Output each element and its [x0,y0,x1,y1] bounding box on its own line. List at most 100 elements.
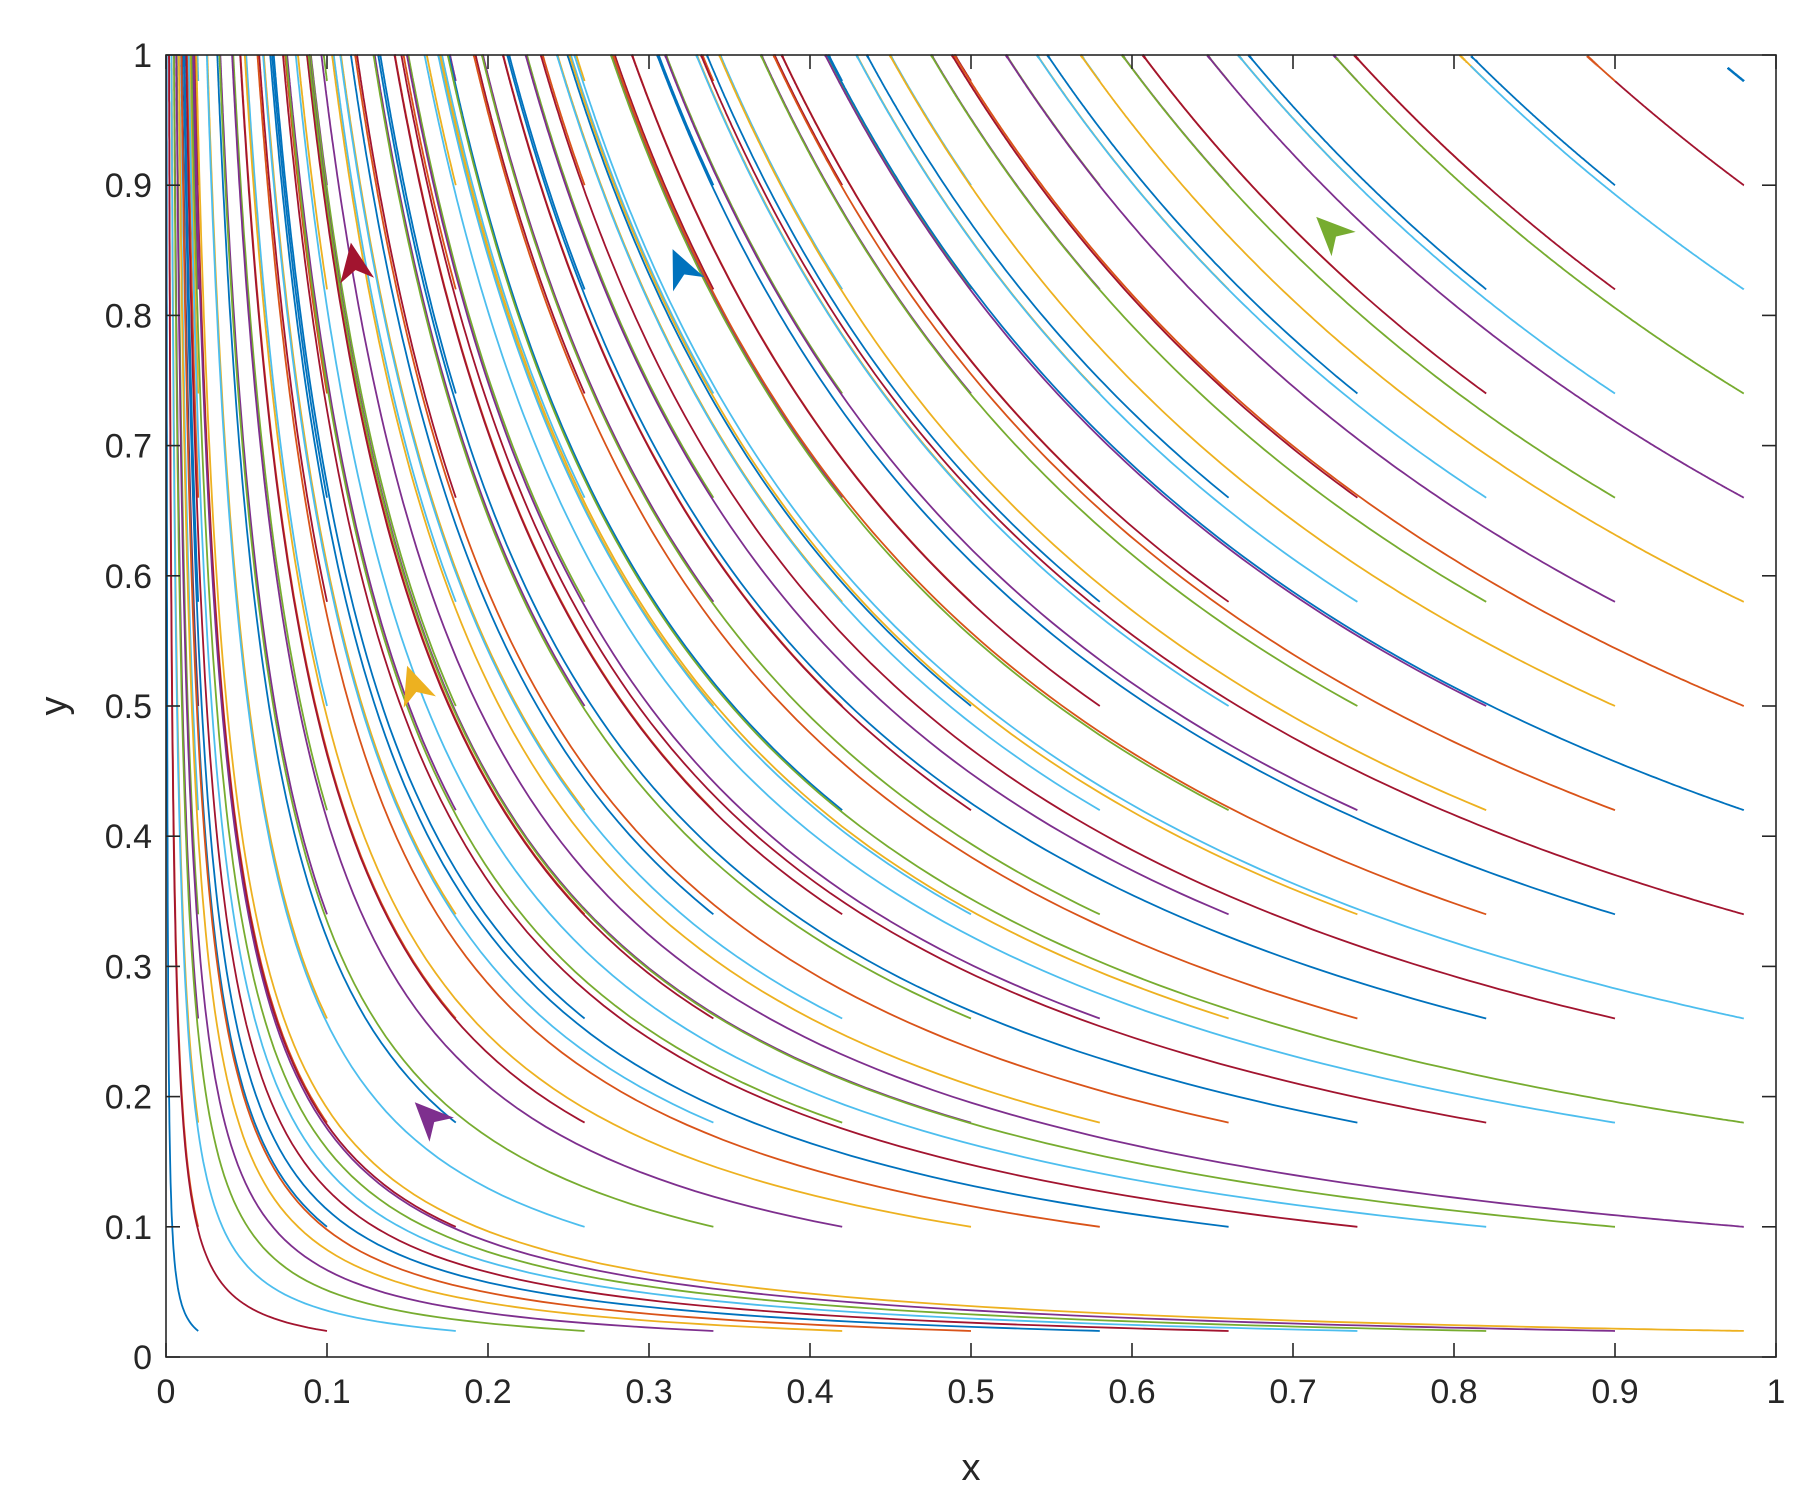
trajectory-line [1586,55,1616,82]
trajectories [165,54,1745,1332]
trajectory-line [437,54,972,916]
trajectory-line [294,54,1487,1228]
x-tick-label: 0.2 [464,1373,511,1411]
trajectory-line [185,55,1229,1332]
trajectory-line [1247,54,1487,291]
trajectory-line [350,54,714,916]
x-tick-label: 0.3 [625,1373,672,1411]
trajectory-line [474,54,586,394]
trajectory-line [187,55,1358,1332]
trajectory-line [1470,65,1745,291]
trajectory-line [177,54,843,1332]
trajectory-line [502,54,972,811]
x-tick-label: 0.8 [1430,1373,1477,1411]
trajectory-line [657,54,715,186]
trajectory-line [188,55,200,394]
y-tick-label: 1 [133,37,152,75]
trajectory-line [400,54,1487,1124]
trajectory-line [541,54,586,186]
trajectory-line [196,55,200,81]
y-tick-label: 0 [133,1339,152,1377]
trajectory-line [354,54,1229,1124]
x-tick-label: 0.9 [1591,1373,1638,1411]
trajectory-line [701,54,715,82]
x-tick-label: 0 [157,1373,176,1411]
trajectory-line [307,54,1616,1228]
trajectory-line [1353,54,1616,291]
trajectory-line [331,54,1101,1124]
trajectory-line [407,54,586,603]
trajectory-line [216,54,457,1124]
trajectory-line [1237,54,1616,395]
trajectory-line [570,54,715,394]
trajectory-line [566,54,972,707]
trajectory-line [780,54,1230,603]
trajectory-line [377,54,1358,1124]
trajectory-line [245,54,328,707]
trajectory-line [613,54,715,290]
direction-arrowhead [414,1102,454,1142]
trajectory-line [953,54,1745,707]
trajectory-line [262,54,714,1124]
direction-arrowhead [672,249,705,292]
direction-arrowhead [340,242,375,284]
trajectory-line [272,54,586,1020]
trajectory-line [379,54,457,394]
trajectory-line [1121,54,1616,499]
trajectory-line [759,54,1358,707]
trajectory-line [826,54,1745,812]
trajectory-line [612,54,1487,916]
trajectory-line [1470,55,1616,186]
x-tick-label: 0.6 [1108,1373,1155,1411]
trajectory-line [575,54,586,82]
trajectory-line [423,54,1616,1124]
trajectory-line [239,55,586,1124]
trajectory-line [631,54,1101,707]
trajectory-line [573,54,1744,1020]
y-tick-label: 0.9 [105,167,152,205]
y-tick-label: 0.8 [105,297,152,335]
trajectory-line [322,54,328,82]
trajectory-line [425,54,457,186]
trajectory-line [339,54,843,1020]
trajectory-line [218,55,714,1228]
trajectory-line [182,55,1100,1332]
trajectory-line [539,54,1616,1020]
trajectory-line [448,54,843,811]
x-axis-ticks: 0 0.1 0.2 0.3 0.4 0.5 0.6 0.7 0.8 0.9 1 [157,55,1785,1411]
trajectory-line [888,54,1616,707]
trajectory-line [232,55,328,811]
trajectory-line [243,55,972,1228]
trajectory-line [773,54,843,186]
trajectory-line [168,55,328,1332]
trajectory-line [930,54,1487,603]
trajectory-line [556,54,1101,811]
y-axis-ticks: 0 0.1 0.2 0.3 0.4 0.5 0.6 0.7 0.8 0.9 1 [105,37,1776,1377]
trajectory-line [718,54,1487,812]
trajectory-line [1079,54,1745,603]
direction-arrows [340,216,1356,1142]
trajectory-line [285,55,843,1124]
trajectory-line [700,54,1745,916]
trajectory-line [258,55,328,602]
trajectory-line [180,55,972,1332]
trajectory-line [506,54,1487,1020]
trajectory-line [482,54,715,603]
trajectory-line [231,55,843,1228]
trajectory-line [332,54,457,603]
trajectory-line [719,54,843,290]
trajectory-line [192,55,1616,1332]
direction-arrowhead [1316,216,1356,257]
trajectory-line [256,55,1100,1228]
direction-arrowhead [403,665,436,708]
trajectory-line [1335,57,1745,395]
trajectory-line [866,54,1230,499]
trajectory-line [393,54,843,916]
x-tick-label: 0.7 [1269,1373,1316,1411]
trajectory-line [282,55,1358,1228]
trajectory-line [1206,54,1745,499]
trajectory-line [951,54,1358,499]
trajectory-line [170,55,456,1332]
x-tick-label: 0.5 [947,1373,994,1411]
